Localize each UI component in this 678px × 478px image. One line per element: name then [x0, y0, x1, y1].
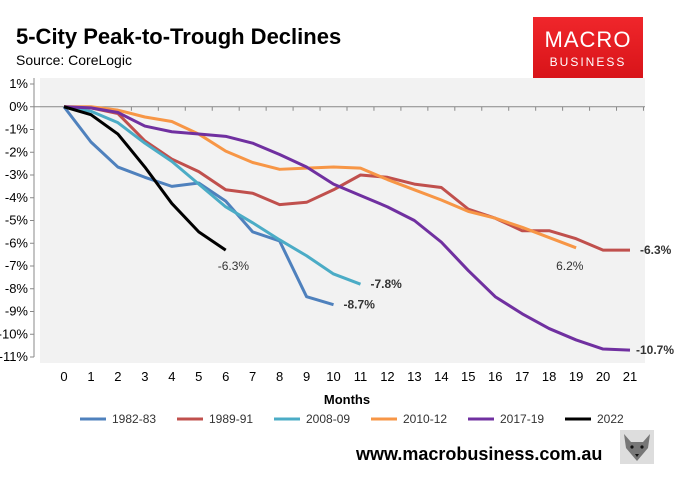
- chart-source: Source: CoreLogic: [16, 52, 132, 68]
- y-tick-label: -2%: [5, 144, 29, 159]
- series-line-1989-91: [63, 105, 630, 252]
- y-tick-label: -3%: [5, 167, 29, 182]
- x-tick-label: 3: [141, 369, 148, 384]
- x-tick-label: 15: [461, 369, 475, 384]
- legend-label-2022: 2022: [597, 412, 624, 426]
- x-tick-label: 9: [303, 369, 310, 384]
- macrobusiness-logo: MACRO BUSINESS: [533, 17, 643, 78]
- plot-area: [40, 78, 645, 363]
- x-tick-label: 13: [407, 369, 421, 384]
- x-axis-title: Months: [324, 392, 370, 407]
- y-tick-label: -8%: [5, 281, 29, 296]
- data-label-1982-83: -8.7%: [344, 298, 376, 312]
- x-tick-label: 11: [354, 369, 368, 384]
- y-tick-label: -1%: [5, 122, 29, 137]
- x-tick-label: 2: [114, 369, 121, 384]
- x-tick-label: 14: [434, 369, 448, 384]
- series-line-2010-12: [64, 105, 577, 250]
- y-tick-label: -6%: [5, 235, 29, 250]
- logo-line2: BUSINESS: [549, 55, 627, 69]
- y-tick-label: -11%: [0, 349, 28, 364]
- legend-label-2017-19: 2017-19: [500, 412, 544, 426]
- x-tick-label: 8: [276, 369, 283, 384]
- y-tick-label: 0%: [9, 99, 28, 114]
- y-tick-label: -4%: [5, 190, 29, 205]
- x-tick-label: 16: [488, 369, 502, 384]
- x-tick-label: 1: [87, 369, 94, 384]
- y-tick-label: 1%: [9, 76, 28, 91]
- x-tick-label: 4: [168, 369, 175, 384]
- legend-label-1989-91: 1989-91: [209, 412, 253, 426]
- wolf-icon: [620, 430, 654, 464]
- x-tick-label: 0: [60, 369, 67, 384]
- x-tick-label: 17: [515, 369, 529, 384]
- data-label-2017-19: -10.7%: [636, 343, 674, 357]
- data-label-2022: -6.3%: [218, 259, 250, 273]
- x-tick-label: 6: [222, 369, 229, 384]
- x-tick-label: 20: [596, 369, 610, 384]
- y-tick-label: -10%: [0, 326, 28, 341]
- series-line-2017-19: [63, 105, 631, 352]
- series-line-2008-09: [63, 105, 362, 286]
- legend-label-2008-09: 2008-09: [306, 412, 350, 426]
- chart-title: 5-City Peak-to-Trough Declines: [16, 24, 342, 49]
- x-tick-label: 7: [249, 369, 256, 384]
- x-tick-label: 18: [542, 369, 556, 384]
- x-tick-label: 5: [195, 369, 202, 384]
- website-url: www.macrobusiness.com.au: [356, 444, 603, 464]
- legend-label-2010-12: 2010-12: [403, 412, 447, 426]
- x-tick-label: 21: [623, 369, 637, 384]
- data-label-2008-09: -7.8%: [370, 277, 402, 291]
- legend-label-1982-83: 1982-83: [112, 412, 156, 426]
- data-label-2010-12: 6.2%: [556, 259, 584, 273]
- series-line-2022: [63, 105, 227, 252]
- y-tick-label: -7%: [5, 258, 29, 273]
- logo-line1: MACRO: [544, 27, 632, 52]
- x-tick-label: 19: [569, 369, 583, 384]
- y-tick-label: -9%: [5, 304, 29, 319]
- x-tick-label: 10: [326, 369, 340, 384]
- data-label-1989-91: -6.3%: [640, 243, 672, 257]
- y-tick-label: -5%: [5, 213, 29, 228]
- x-tick-label: 12: [380, 369, 394, 384]
